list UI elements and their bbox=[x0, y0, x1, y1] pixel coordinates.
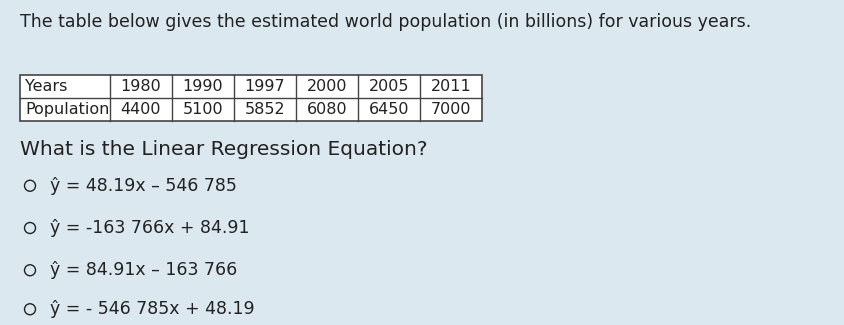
Text: 6080: 6080 bbox=[306, 102, 347, 117]
Text: 1980: 1980 bbox=[121, 79, 161, 94]
Text: ŷ = - 546 785x + 48.19: ŷ = - 546 785x + 48.19 bbox=[50, 300, 254, 318]
Text: 5100: 5100 bbox=[182, 102, 223, 117]
Text: Population: Population bbox=[25, 102, 109, 117]
Text: 1990: 1990 bbox=[182, 79, 223, 94]
Text: ŷ = 48.19x – 546 785: ŷ = 48.19x – 546 785 bbox=[50, 177, 236, 195]
Text: 4400: 4400 bbox=[121, 102, 161, 117]
Text: Years: Years bbox=[25, 79, 68, 94]
Text: 1997: 1997 bbox=[245, 79, 285, 94]
Text: ŷ = 84.91x – 163 766: ŷ = 84.91x – 163 766 bbox=[50, 261, 237, 279]
FancyBboxPatch shape bbox=[20, 75, 481, 121]
Text: 7000: 7000 bbox=[430, 102, 471, 117]
Text: The table below gives the estimated world population (in billions) for various y: The table below gives the estimated worl… bbox=[20, 13, 750, 31]
Text: What is the Linear Regression Equation?: What is the Linear Regression Equation? bbox=[20, 140, 427, 159]
Text: 2011: 2011 bbox=[430, 79, 471, 94]
Text: 5852: 5852 bbox=[245, 102, 285, 117]
Text: 6450: 6450 bbox=[368, 102, 408, 117]
Text: ŷ = -163 766x + 84.91: ŷ = -163 766x + 84.91 bbox=[50, 219, 249, 237]
Text: 2005: 2005 bbox=[368, 79, 408, 94]
Text: 2000: 2000 bbox=[306, 79, 347, 94]
